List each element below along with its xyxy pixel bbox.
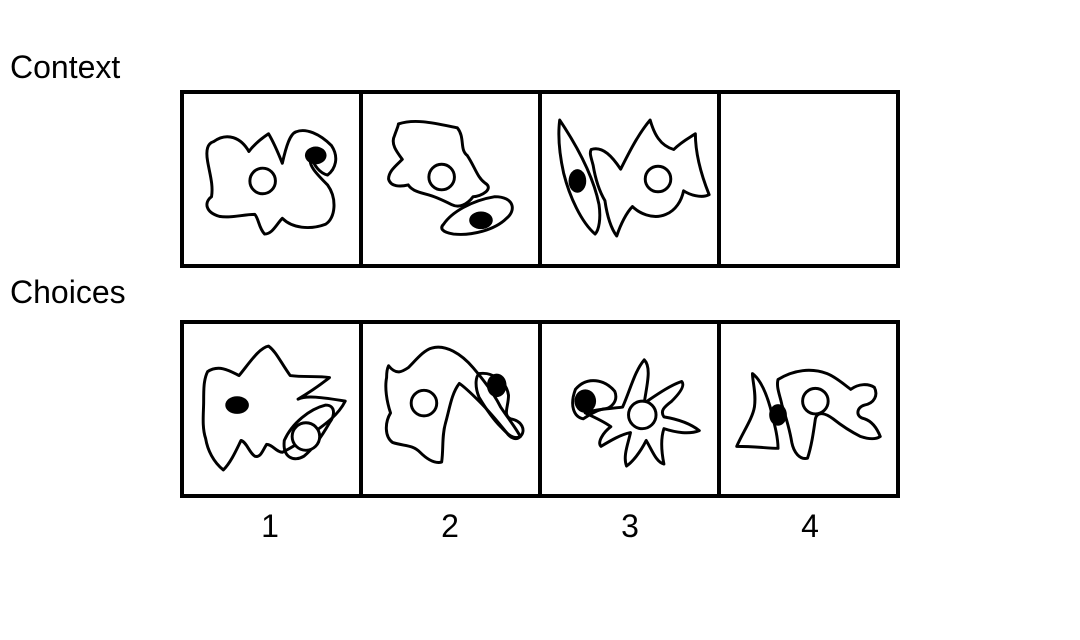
lobe-shape-icon <box>282 403 335 461</box>
black-dot-icon <box>568 169 587 193</box>
star-burst-shape-icon <box>583 358 701 468</box>
hollow-circle-icon <box>643 164 673 194</box>
choice-panel-1-figure <box>201 344 347 472</box>
black-dot-icon <box>769 404 787 426</box>
lobe-shape-icon <box>474 371 525 439</box>
blob-shape-icon <box>205 129 338 236</box>
choice-panel-2-figure <box>384 345 525 464</box>
black-dot-icon <box>486 373 507 398</box>
context-panel-3-figure <box>557 118 711 238</box>
context-row <box>180 90 900 268</box>
black-dot-icon <box>469 211 493 230</box>
blob-shape-icon <box>776 368 882 460</box>
choice-number-1: 1 <box>261 508 279 544</box>
hollow-circle-icon <box>409 388 439 418</box>
black-dot-icon <box>574 389 597 413</box>
context-panel-3 <box>538 94 717 264</box>
black-dot-icon <box>304 146 327 165</box>
blob-shape-icon <box>384 345 522 464</box>
blob-shape-icon <box>588 118 711 238</box>
black-dot-icon <box>225 396 249 414</box>
choice-number-2: 2 <box>441 508 459 544</box>
context-panel-2-figure <box>387 120 514 236</box>
hollow-circle-icon <box>290 421 322 452</box>
hollow-circle-icon <box>248 166 277 196</box>
context-panel-1 <box>184 94 359 264</box>
hollow-circle-icon <box>427 162 456 192</box>
choice-number-3: 3 <box>621 508 639 544</box>
hollow-circle-icon <box>627 399 658 431</box>
choice-panel-3-figure <box>571 358 701 468</box>
choices-row <box>180 320 900 498</box>
context-label: Context <box>10 49 121 85</box>
choice-panel-2[interactable] <box>359 324 538 494</box>
context-panel-4-empty <box>717 94 896 264</box>
choices-label: Choices <box>10 274 126 310</box>
lens-shape-icon <box>557 118 602 236</box>
blob-shape-icon <box>201 344 347 472</box>
triangle-shape-icon <box>735 372 780 450</box>
context-panel-1-figure <box>205 129 338 236</box>
choice-panel-1[interactable] <box>184 324 359 494</box>
choice-panel-3[interactable] <box>538 324 717 494</box>
blob-shape-icon <box>387 120 490 208</box>
hollow-circle-icon <box>801 386 830 416</box>
choice-panel-4[interactable] <box>717 324 896 494</box>
lobe-shape-icon <box>440 195 514 236</box>
choice-panel-4-figure <box>735 368 882 460</box>
choice-number-4: 4 <box>801 508 819 544</box>
context-panel-2 <box>359 94 538 264</box>
